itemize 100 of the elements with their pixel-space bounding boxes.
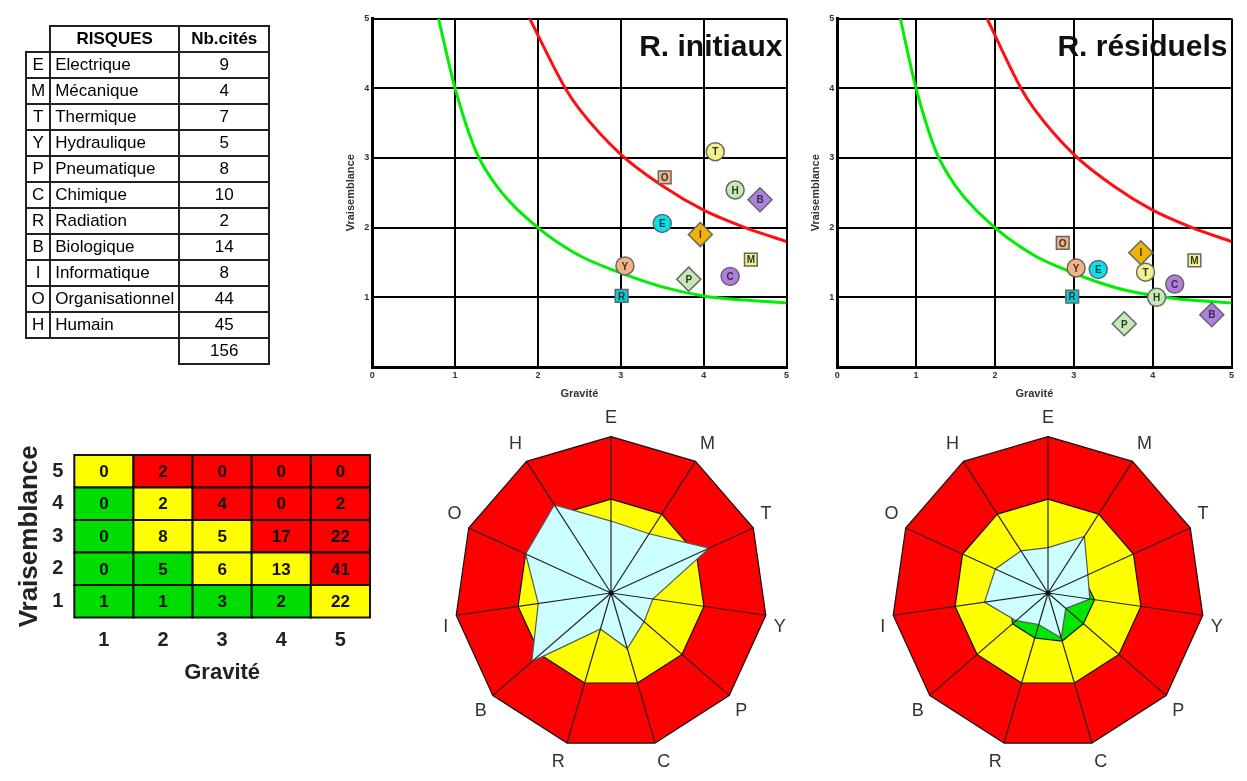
category-label: E (32, 55, 44, 74)
category-label: Radiation (50, 208, 180, 234)
y-tick-label: 2 (364, 222, 370, 233)
spoke-label: I (880, 616, 886, 637)
y-tick-label: 1 (829, 291, 835, 302)
series-label: B (1208, 309, 1216, 321)
data-label: 3 (217, 592, 227, 612)
series-label: I (698, 229, 702, 241)
spoke-label: B (474, 700, 487, 721)
category-label: Informatique (50, 260, 180, 286)
spoke-label: M (699, 432, 715, 453)
category-label: Chimique (50, 182, 180, 208)
data-label: 0 (99, 461, 109, 481)
series-label: H (1152, 292, 1161, 304)
text: 156 (210, 341, 239, 360)
category-label: Organisationnel (50, 286, 180, 312)
data-label: 5 (158, 559, 168, 579)
series-label: R (1068, 291, 1077, 303)
x-tick-label: 0 (834, 369, 840, 380)
series-label: Y (1072, 262, 1080, 274)
data-label: 9 (179, 52, 270, 78)
y-tick-label: 5 (829, 12, 835, 23)
x-tick-label: 5 (334, 628, 346, 651)
series-label: T (1142, 266, 1149, 278)
series-label: O (1058, 237, 1067, 249)
series-label: R (617, 290, 626, 302)
data-label: 22 (330, 592, 350, 612)
series-label: O (660, 172, 669, 184)
data-label: 2 (158, 494, 168, 514)
x-tick-label: 3 (618, 369, 624, 380)
spoke-label: C (1094, 750, 1108, 771)
data-label: 0 (99, 559, 109, 579)
category-label: M (31, 81, 46, 100)
y-tick-label: 5 (52, 458, 64, 481)
category-label: Y (32, 133, 44, 152)
data-label: 8 (179, 156, 270, 182)
data-label: 5 (217, 526, 227, 546)
x-axis-title: Gravité (560, 387, 599, 400)
y-tick-label: 5 (364, 12, 370, 23)
category-label: P (32, 159, 44, 178)
spoke-label: O (884, 502, 899, 523)
data-label: 0 (335, 461, 346, 481)
x-tick-label: 4 (1150, 369, 1156, 380)
x-tick-label: 2 (157, 628, 169, 651)
spoke-label: P (1172, 700, 1185, 721)
category-label: Mécanique (50, 78, 180, 104)
category-label: C (31, 185, 45, 204)
series-label: P (685, 273, 693, 285)
category-label: H (31, 315, 45, 334)
series-label: M (746, 254, 756, 266)
spoke-label: Y (773, 616, 786, 637)
data-label: 22 (330, 526, 350, 546)
spoke-label: I (443, 616, 449, 637)
data-label: 4 (179, 78, 270, 104)
x-tick-label: 1 (913, 369, 919, 380)
data-label: 45 (179, 312, 270, 338)
y-tick-label: 4 (52, 491, 65, 514)
data-label: 0 (99, 526, 109, 546)
y-axis-title: Vraisemblance (12, 445, 43, 628)
x-axis-title: Gravité (184, 658, 261, 684)
x-tick-label: 1 (98, 628, 110, 651)
spoke-label: H (509, 432, 523, 453)
data-label: 2 (335, 494, 346, 514)
data-label: 10 (179, 182, 270, 208)
spoke-label: E (1041, 406, 1055, 427)
category-label: Humain (50, 312, 180, 338)
data-label: 0 (99, 494, 109, 514)
series-label: M (1190, 255, 1199, 267)
x-tick-label: 4 (275, 628, 288, 651)
x-tick-label: 4 (701, 369, 707, 380)
x-tick-label: 2 (992, 369, 998, 380)
series-label: C (726, 271, 734, 283)
spoke-label: O (447, 502, 462, 523)
category-label: Thermique (50, 104, 180, 130)
y-tick-label: 4 (829, 82, 835, 93)
data-label: 41 (330, 559, 350, 579)
spoke-label: H (946, 432, 960, 453)
data-label: 2 (158, 461, 168, 481)
series-label: T (712, 146, 719, 158)
spoke-label: P (735, 700, 748, 721)
text: Nb.cités (179, 26, 270, 52)
data-label: 5 (179, 130, 270, 156)
y-tick-label: 3 (364, 152, 370, 163)
spoke-label: T (1197, 502, 1209, 523)
x-tick-label: 3 (1071, 369, 1077, 380)
data-label: 14 (179, 234, 270, 260)
series-label: B (756, 194, 764, 206)
x-tick-label: 2 (535, 369, 541, 380)
data-label: 44 (179, 286, 270, 312)
data-label: 1 (158, 592, 168, 612)
y-tick-label: 3 (52, 523, 64, 546)
category-label: Electrique (50, 52, 180, 78)
category-label: Pneumatique (50, 156, 180, 182)
spoke-label: R (988, 750, 1002, 771)
y-tick-label: 1 (364, 291, 370, 302)
y-tick-label: 3 (829, 152, 835, 163)
data-label: 13 (271, 559, 291, 579)
series-label: H (731, 184, 739, 196)
spoke-label: T (760, 502, 772, 523)
y-tick-label: 2 (829, 222, 835, 233)
